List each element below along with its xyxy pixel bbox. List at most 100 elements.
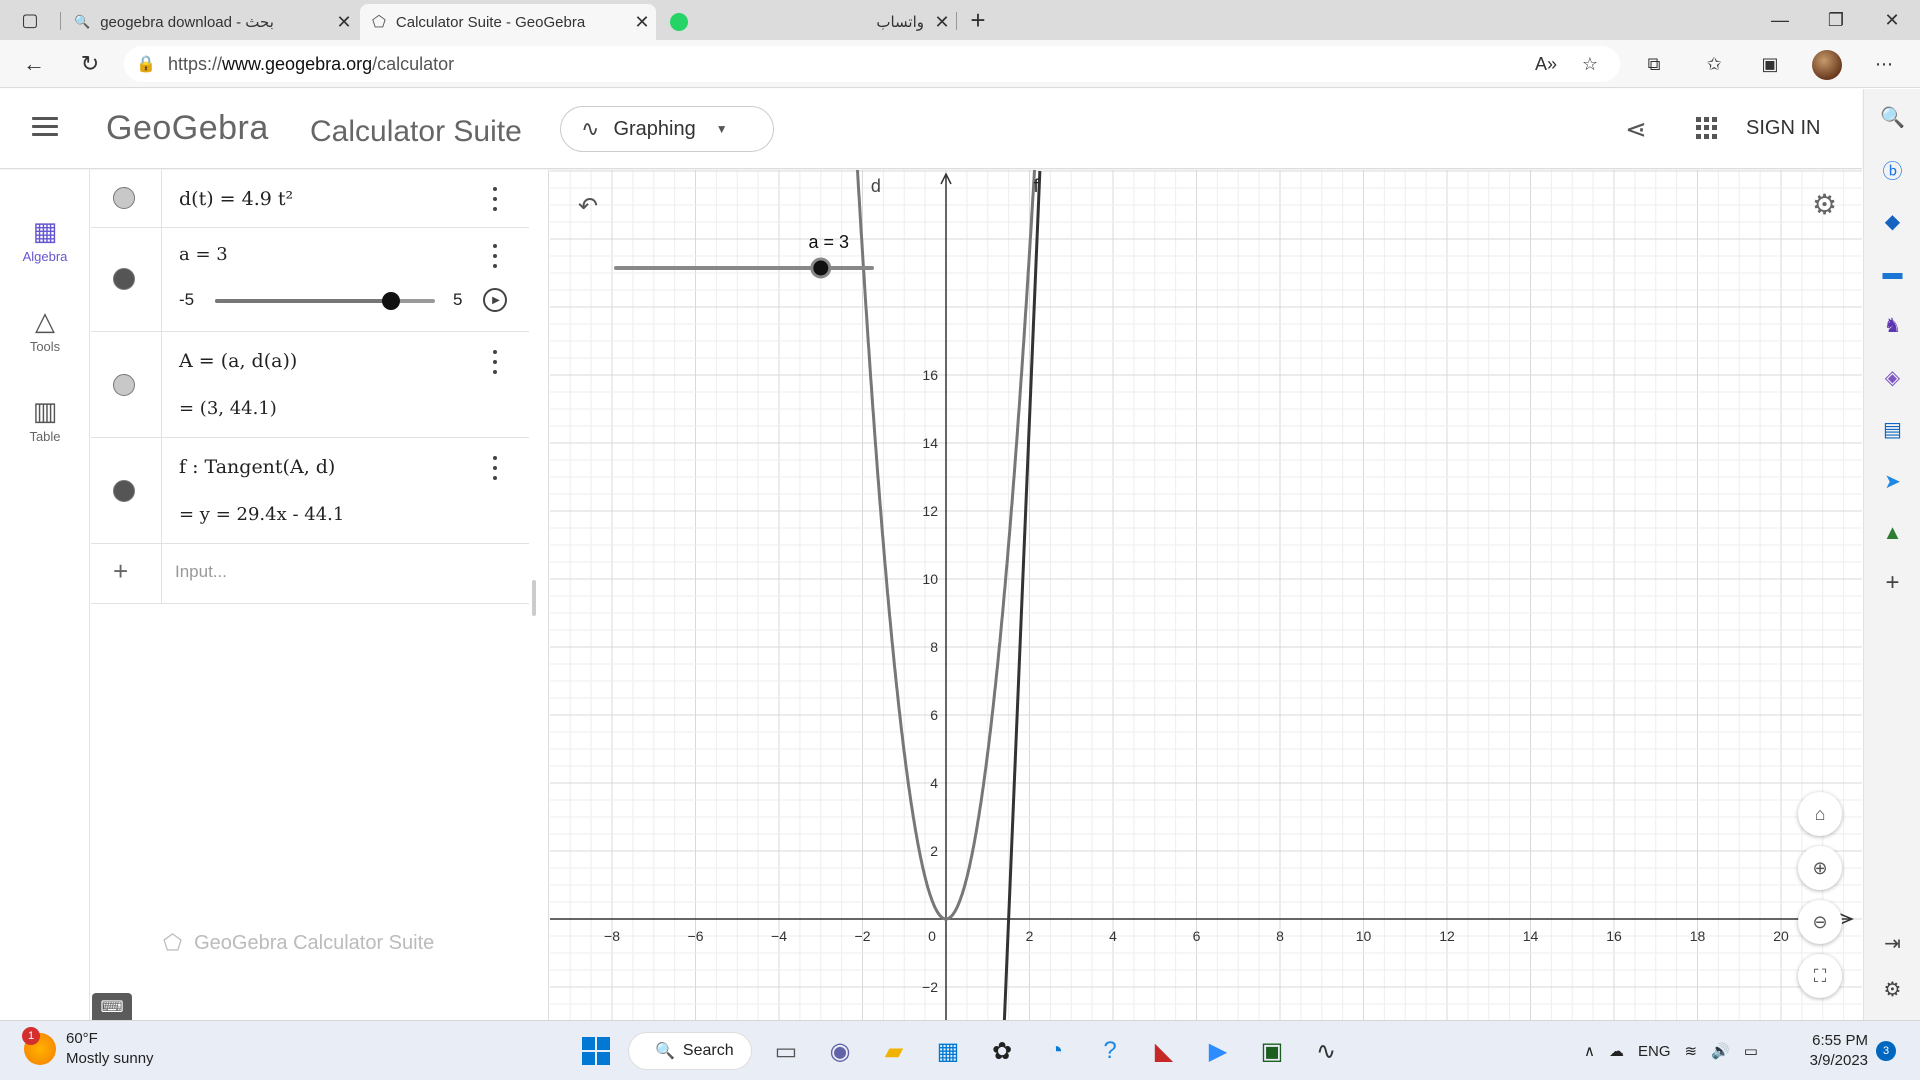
notification-badge[interactable]: 3: [1876, 1041, 1896, 1061]
algebra-row-f[interactable]: f : Tangent(A, d) = y = 29.4x - 44.1: [91, 438, 529, 544]
start-icon[interactable]: [574, 1029, 618, 1073]
gear-icon[interactable]: ⚙: [1883, 978, 1902, 1001]
taskbar-search[interactable]: 🔍 Search: [628, 1032, 752, 1070]
algebra-input-row[interactable]: + Input...: [91, 544, 529, 604]
outlook-icon[interactable]: ▤: [1883, 418, 1902, 441]
algebra-expression[interactable]: d(t) = 4.9 t²: [179, 188, 294, 210]
close-icon[interactable]: ✕: [336, 11, 352, 32]
task-view-icon[interactable]: ▭: [774, 1037, 798, 1065]
close-icon[interactable]: ✕: [934, 11, 950, 32]
help-icon[interactable]: ?: [1103, 1037, 1117, 1064]
visibility-toggle[interactable]: [113, 187, 135, 209]
tab-calculator-suite[interactable]: ⬠ Calculator Suite - GeoGebra ✕: [360, 4, 656, 40]
terminal-icon[interactable]: ▣: [1260, 1037, 1284, 1065]
minimize-icon[interactable]: —: [1771, 9, 1789, 30]
wifi-icon[interactable]: ≋: [1684, 1043, 1698, 1060]
store-icon[interactable]: ▦: [936, 1037, 960, 1065]
chatgpt-icon[interactable]: ✿: [991, 1037, 1013, 1065]
app-picker-dropdown[interactable]: ∿ Graphing ▼: [560, 106, 774, 152]
fullscreen-button[interactable]: ⛶: [1798, 954, 1842, 998]
avatar[interactable]: [1812, 50, 1842, 80]
tab-whatsapp[interactable]: واتساب ✕: [660, 4, 956, 40]
undo-icon[interactable]: ↶: [578, 193, 599, 220]
lock-icon[interactable]: 🔒: [136, 56, 156, 73]
play-icon[interactable]: ▶: [483, 288, 507, 312]
visibility-toggle[interactable]: [113, 374, 135, 396]
more-options-icon[interactable]: [487, 244, 503, 268]
algebra-row-A[interactable]: A = (a, d(a)) = (3, 44.1): [91, 332, 529, 438]
menu-icon[interactable]: [32, 117, 58, 137]
read-aloud-icon[interactable]: A»: [1534, 53, 1558, 74]
perspective-tools[interactable]: △ Tools: [0, 306, 90, 354]
mcafee-icon[interactable]: ◣: [1154, 1037, 1174, 1065]
url-field[interactable]: 🔒 https://www.geogebra.org/calculator: [124, 46, 1620, 82]
edge-icon[interactable]: ◔: [1048, 1037, 1064, 1064]
algebra-row-a[interactable]: a = 3 -5 5 ▶: [91, 228, 529, 332]
add-icon[interactable]: +: [113, 556, 129, 586]
algebra-expression[interactable]: a = 3: [179, 244, 228, 265]
tab-geogebra-download[interactable]: 🔍 geogebra download - بحث ✕: [64, 4, 358, 40]
restore-icon[interactable]: ❐: [1827, 9, 1845, 30]
chevron-up-icon[interactable]: ∧: [1584, 1043, 1595, 1060]
file-explorer-icon[interactable]: ▰: [884, 1037, 904, 1065]
send-icon[interactable]: ➤: [1884, 470, 1901, 493]
add-icon[interactable]: +: [1885, 569, 1900, 596]
back-icon[interactable]: ←: [23, 51, 45, 76]
x-tick-label: 14: [1523, 928, 1539, 944]
new-tab-button[interactable]: +: [970, 4, 986, 35]
sidebar-toggle-icon[interactable]: ⇥: [1884, 932, 1901, 955]
sign-in-button[interactable]: SIGN IN: [1746, 117, 1821, 139]
zoom-icon[interactable]: ▶: [1208, 1037, 1228, 1065]
slider-track[interactable]: [215, 299, 435, 303]
apps-grid-icon[interactable]: [1696, 117, 1718, 139]
window-close-icon[interactable]: ✕: [1884, 9, 1900, 30]
algebra-expression[interactable]: f : Tangent(A, d): [179, 456, 336, 478]
keyboard-icon[interactable]: ⌨: [92, 993, 132, 1021]
slider-handle[interactable]: [382, 292, 400, 310]
office-icon[interactable]: ◈: [1884, 366, 1901, 389]
cloud-icon[interactable]: ☁: [1608, 1043, 1624, 1060]
search-icon[interactable]: 🔍: [1880, 106, 1905, 129]
panel-resize-handle[interactable]: [532, 580, 536, 616]
y-tick-label: 14: [922, 435, 938, 451]
graphics-view[interactable]: −8 −6 −4 −2 0 2 4 6 8 10 12 14 16 18 20 16 14 12 10 8 6 4 2 −2 d…: [550, 170, 1862, 1020]
bing-chat-icon[interactable]: ⓑ: [1882, 160, 1903, 183]
close-icon[interactable]: ✕: [634, 11, 650, 32]
algebra-expression[interactable]: A = (a, d(a)): [179, 350, 298, 372]
games-icon[interactable]: ♞: [1883, 314, 1902, 337]
volume-icon[interactable]: 🔊: [1711, 1043, 1730, 1060]
algebra-row-d[interactable]: d(t) = 4.9 t²: [91, 170, 529, 228]
more-options-icon[interactable]: [487, 456, 503, 480]
more-options-icon[interactable]: [487, 187, 503, 211]
battery-icon[interactable]: ▭: [1743, 1043, 1758, 1060]
collections-icon[interactable]: ▣: [1761, 53, 1779, 74]
geogebra-app-icon[interactable]: ∿: [1315, 1037, 1337, 1065]
clock[interactable]: 6:55 PM 3/9/2023: [1802, 1031, 1868, 1071]
language-indicator[interactable]: ENG: [1637, 1042, 1671, 1060]
zoom-in-button[interactable]: ⊕: [1798, 846, 1842, 890]
share-icon[interactable]: ⋖: [1625, 113, 1647, 144]
visibility-toggle[interactable]: [113, 268, 135, 290]
algebra-input[interactable]: Input...: [175, 562, 227, 581]
more-icon[interactable]: ⋯: [1875, 53, 1893, 74]
tree-icon[interactable]: ▲: [1882, 521, 1903, 544]
teams-icon[interactable]: ◉: [829, 1037, 851, 1065]
visibility-toggle[interactable]: [113, 480, 135, 502]
add-favorite-icon[interactable]: ☆: [1581, 53, 1599, 74]
weather-widget[interactable]: 1 60°F Mostly sunny: [22, 1027, 154, 1069]
coordinate-grid[interactable]: −8 −6 −4 −2 0 2 4 6 8 10 12 14 16 18 20 16 14 12 10 8 6 4 2 −2 d…: [550, 170, 1862, 1020]
tab-actions-icon[interactable]: ▢: [21, 9, 39, 30]
favorites-icon[interactable]: ✩: [1706, 53, 1722, 74]
perspective-table[interactable]: ▥ Table: [0, 396, 90, 444]
zoom-out-button[interactable]: ⊖: [1798, 900, 1842, 944]
shopping-icon[interactable]: ◆: [1884, 210, 1901, 233]
perspective-algebra[interactable]: ▦ Algebra: [0, 216, 90, 264]
gear-icon[interactable]: ⚙: [1812, 189, 1838, 220]
tools-icon[interactable]: ▬: [1882, 261, 1903, 284]
home-view-button[interactable]: ⌂: [1798, 792, 1842, 836]
extensions-icon[interactable]: ⧉: [1647, 53, 1661, 74]
more-options-icon[interactable]: [487, 350, 503, 374]
refresh-icon[interactable]: ↻: [80, 51, 100, 76]
geogebra-logo[interactable]: GeoGebra: [106, 109, 269, 147]
perspective-label: Tools: [29, 339, 61, 354]
